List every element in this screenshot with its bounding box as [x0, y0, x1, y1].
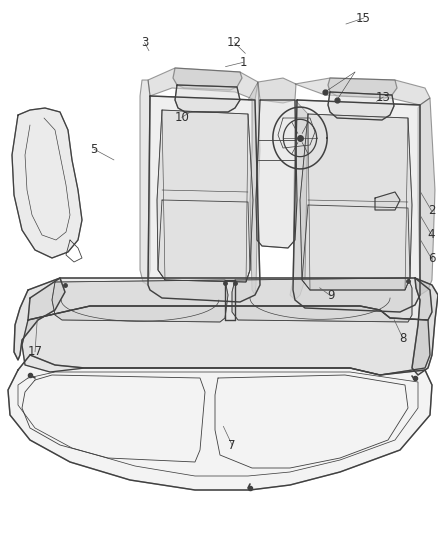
Polygon shape — [22, 306, 430, 375]
Polygon shape — [14, 278, 65, 360]
Polygon shape — [293, 100, 420, 312]
Polygon shape — [12, 108, 82, 258]
Polygon shape — [412, 278, 438, 375]
Text: 1: 1 — [239, 56, 247, 69]
Text: 15: 15 — [356, 12, 371, 25]
Polygon shape — [148, 96, 260, 302]
Text: 10: 10 — [174, 111, 189, 124]
Polygon shape — [295, 78, 430, 105]
Polygon shape — [300, 114, 412, 290]
Text: 2: 2 — [427, 204, 435, 217]
Text: 17: 17 — [28, 345, 42, 358]
Text: 13: 13 — [376, 91, 391, 103]
Text: 6: 6 — [427, 252, 435, 265]
Polygon shape — [375, 192, 400, 210]
Polygon shape — [175, 85, 240, 112]
Polygon shape — [232, 278, 412, 322]
Polygon shape — [418, 98, 435, 295]
Polygon shape — [173, 68, 242, 90]
Polygon shape — [248, 82, 260, 295]
Text: 8: 8 — [399, 332, 406, 345]
Polygon shape — [52, 280, 228, 322]
Polygon shape — [328, 78, 397, 98]
Text: 7: 7 — [228, 439, 236, 451]
Text: 12: 12 — [227, 36, 242, 49]
Polygon shape — [328, 92, 394, 120]
Polygon shape — [28, 278, 432, 320]
Text: 3: 3 — [141, 36, 148, 49]
Polygon shape — [256, 100, 297, 248]
Text: 5: 5 — [91, 143, 98, 156]
Polygon shape — [258, 78, 296, 103]
Polygon shape — [140, 80, 150, 285]
Text: 4: 4 — [427, 228, 435, 241]
Polygon shape — [157, 110, 253, 282]
Polygon shape — [8, 355, 432, 490]
Polygon shape — [148, 68, 258, 100]
Polygon shape — [290, 100, 308, 300]
Text: 9: 9 — [327, 289, 335, 302]
